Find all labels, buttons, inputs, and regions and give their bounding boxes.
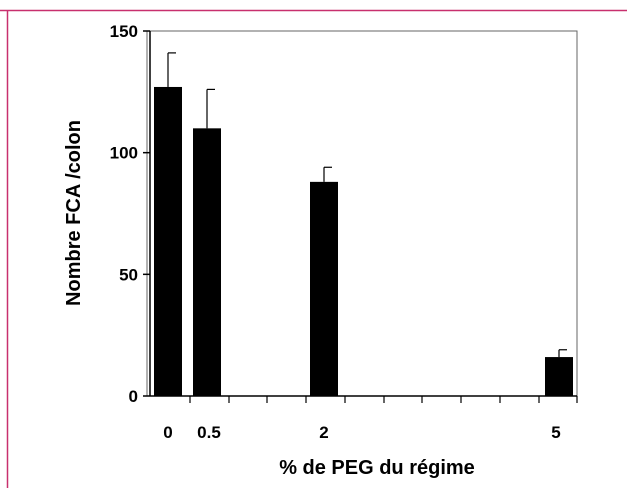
- axes-layer: [143, 30, 578, 403]
- error-bars-layer: [167, 52, 567, 358]
- y-tick-label-0: 0: [129, 387, 138, 406]
- y-tick-label-150: 150: [110, 22, 138, 41]
- y-axis-title: Nombre FCA /colon: [63, 120, 85, 306]
- tick-labels-layer: 0 50 100 150 0 0.5 2 5: [110, 22, 561, 442]
- bar-0: [154, 86, 182, 396]
- bars-layer: [154, 86, 573, 397]
- y-tick-label-50: 50: [119, 265, 138, 284]
- x-tick-label-0.5: 0.5: [197, 423, 221, 442]
- bar-5: [545, 357, 573, 396]
- x-axis-title: % de PEG du régime: [279, 457, 475, 479]
- bar-0.5: [193, 128, 221, 397]
- x-tick-label-5: 5: [551, 423, 560, 442]
- y-tick-label-100: 100: [110, 144, 138, 163]
- bar-2: [310, 181, 338, 396]
- x-tick-label-2: 2: [319, 423, 328, 442]
- x-tick-label-0: 0: [163, 423, 172, 442]
